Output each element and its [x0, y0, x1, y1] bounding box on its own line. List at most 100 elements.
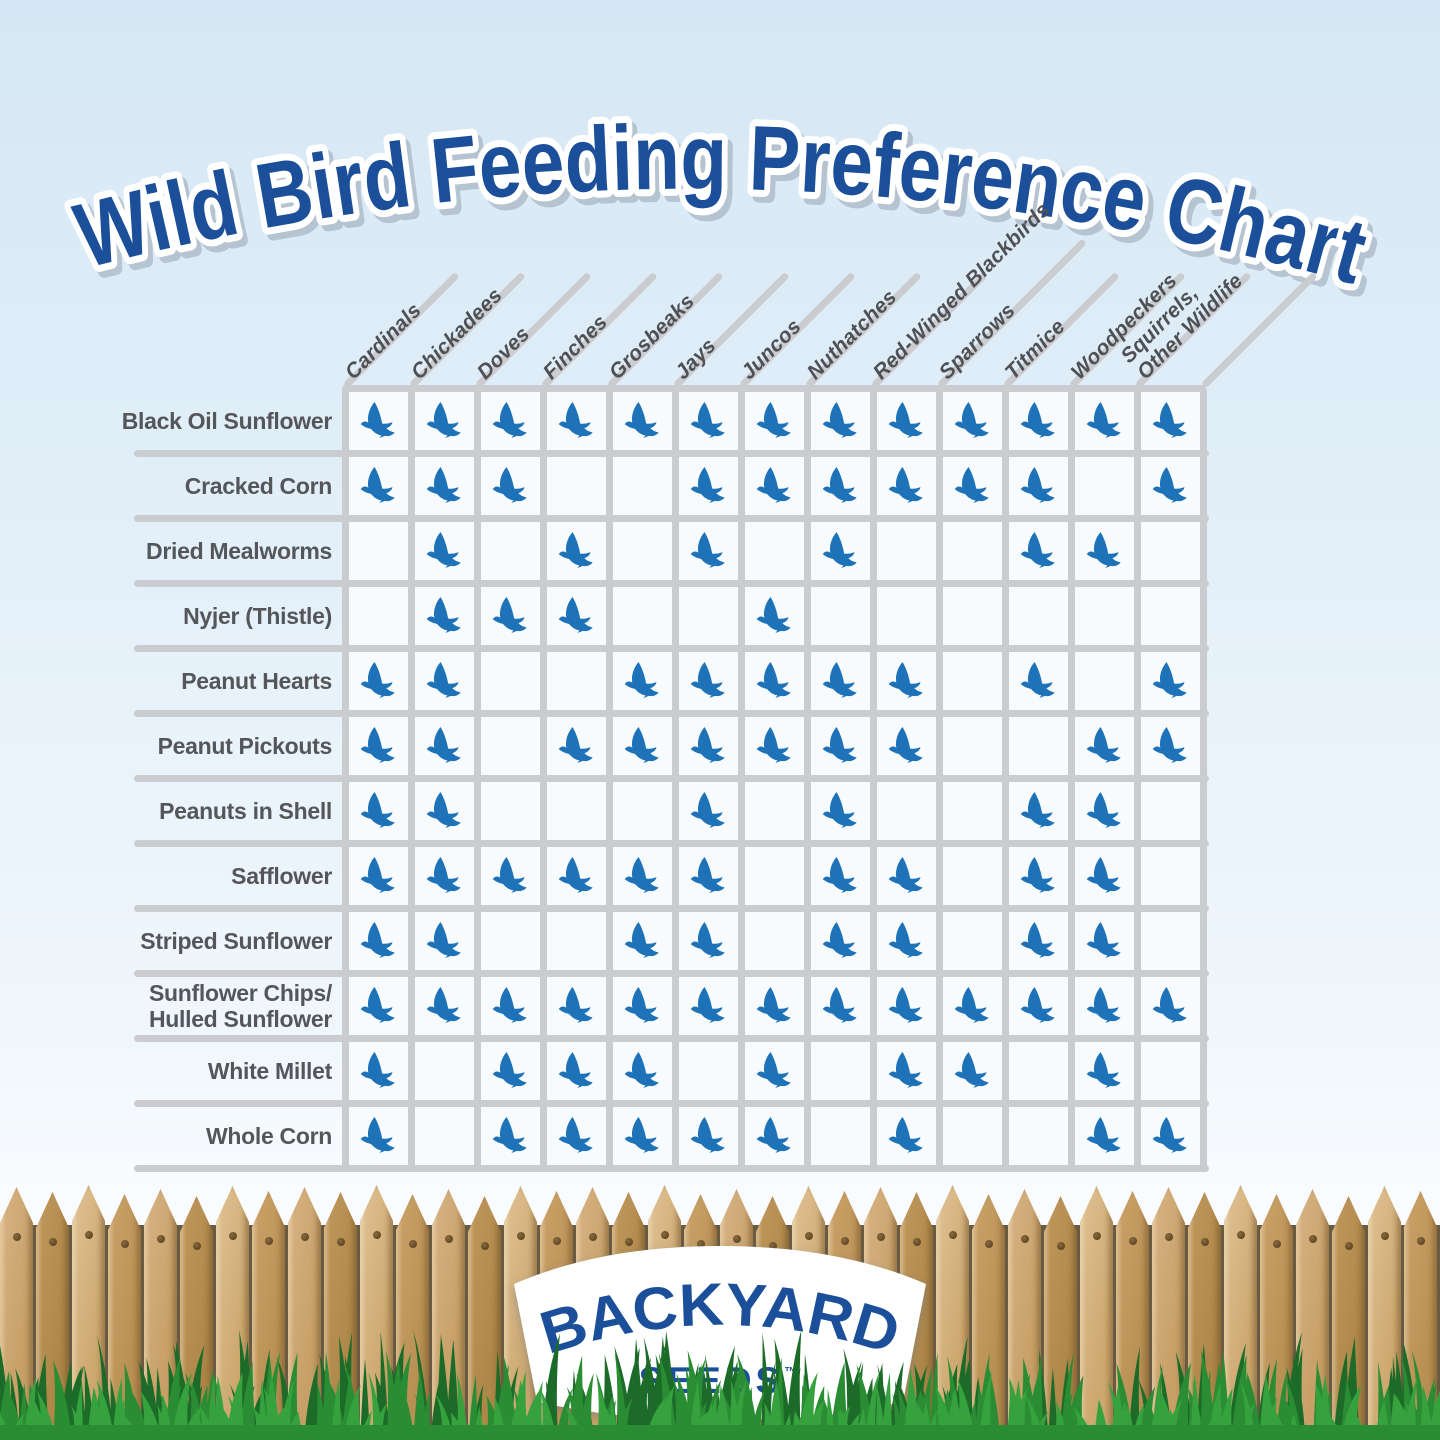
grid-cell-bird — [492, 1117, 528, 1153]
bird-icon — [360, 987, 395, 1023]
grid-cell-bird — [822, 987, 858, 1023]
grass-layer — [0, 1369, 1440, 1440]
bird-icon — [558, 1117, 593, 1153]
grid-cell-bird — [1086, 987, 1122, 1023]
bird-icon — [1020, 662, 1055, 698]
grid-cell-bird — [822, 402, 858, 438]
bird-icon — [822, 922, 857, 958]
grid-cell-bird — [360, 857, 396, 893]
grid-cell-bird — [1020, 987, 1056, 1023]
row-label: Peanut Hearts — [181, 667, 332, 694]
grid-cell-bird — [822, 857, 858, 893]
grid-cell-bird — [888, 1117, 924, 1153]
grid-cell-bird — [624, 662, 660, 698]
bird-icon — [756, 987, 791, 1023]
row-label: Cracked Corn — [184, 472, 333, 499]
nail-dot — [588, 1233, 597, 1241]
grid-cell-bird — [690, 532, 726, 568]
column-separator-line — [539, 388, 547, 1168]
grid-cell-bird — [954, 1052, 990, 1088]
backyard-seeds-logo: BACKYARD SEEDS™ — [514, 1246, 926, 1420]
grid-cell-bird — [888, 467, 924, 503]
grid-cell-bird — [558, 1052, 594, 1088]
row-label: Black Oil Sunflower — [121, 407, 333, 434]
grid-cell-bird — [426, 532, 462, 568]
bird-icon — [492, 597, 527, 633]
bird-icon — [756, 402, 791, 438]
grid-cell-bird — [360, 792, 396, 828]
nail-dot — [696, 1240, 705, 1248]
grid-cell-bird — [360, 1052, 396, 1088]
bird-icon — [822, 402, 857, 438]
bird-icon — [1020, 532, 1055, 568]
bird-icon — [624, 922, 659, 958]
bird-icon — [1086, 532, 1121, 568]
bird-icon — [822, 662, 857, 698]
column-separator-line — [407, 388, 415, 1168]
nail-dot — [516, 1232, 525, 1240]
bird-icon — [888, 1052, 923, 1088]
grid-cell-bird — [426, 857, 462, 893]
grid-cell-bird — [1152, 662, 1188, 698]
grid-cell-bird — [690, 1117, 726, 1153]
grid-cell-bird — [426, 402, 462, 438]
grid-cell-bird — [426, 597, 462, 633]
row-label: Peanuts in Shell — [159, 797, 332, 824]
nail-dot — [1092, 1232, 1101, 1240]
grid-cell-bird — [1152, 1117, 1188, 1153]
bird-icon — [558, 1052, 593, 1088]
grid-cell-bird — [690, 792, 726, 828]
bird-icon — [558, 727, 593, 763]
grid-cell-bird — [426, 792, 462, 828]
grid-cell-bird — [558, 532, 594, 568]
bird-icon — [1152, 467, 1187, 503]
row-label: Striped Sunflower — [140, 927, 332, 954]
grid-cell-bird — [1086, 1117, 1122, 1153]
column-separator-line — [935, 388, 943, 1168]
grid-cell-bird — [624, 402, 660, 438]
grid-cell-bird — [690, 857, 726, 893]
bird-icon — [624, 1117, 659, 1153]
bird-icon — [1152, 987, 1187, 1023]
column-header: Titmice — [1000, 315, 1070, 384]
bird-icon — [360, 792, 395, 828]
nail-dot — [372, 1231, 381, 1239]
bird-icon — [1086, 1052, 1121, 1088]
column-separator-line — [605, 388, 613, 1168]
column-separator-line — [1133, 388, 1141, 1168]
grid-cell-bird — [690, 922, 726, 958]
nail-dot — [1236, 1231, 1245, 1239]
bird-icon — [954, 1052, 989, 1088]
bird-icon — [888, 402, 923, 438]
bird-icon — [558, 857, 593, 893]
grid-cell-bird — [756, 987, 792, 1023]
fence-picket — [1044, 1196, 1077, 1440]
bird-icon — [1152, 662, 1187, 698]
grid-cell-bird — [624, 857, 660, 893]
nail-dot — [408, 1240, 417, 1248]
grid-cell-bird — [1086, 402, 1122, 438]
nail-dot — [300, 1233, 309, 1241]
grid-cell-bird — [756, 1117, 792, 1153]
grid-cell-bird — [492, 597, 528, 633]
grid-cell-bird — [426, 922, 462, 958]
grid-cell-bird — [1152, 727, 1188, 763]
grid-cell-bird — [1086, 1052, 1122, 1088]
nail-dot — [120, 1240, 129, 1248]
grid-cell-bird — [558, 727, 594, 763]
grass-base — [0, 1425, 1440, 1440]
bird-icon — [1020, 467, 1055, 503]
nail-dot — [840, 1237, 849, 1245]
column-separator-line — [869, 388, 877, 1168]
row-separator-line — [342, 384, 1206, 392]
bird-icon — [822, 987, 857, 1023]
bird-icon — [1086, 402, 1121, 438]
grid-cell-bird — [624, 1117, 660, 1153]
bird-icon — [426, 792, 461, 828]
nail-dot — [1308, 1235, 1317, 1243]
bird-icon — [822, 727, 857, 763]
grid-cell-bird — [624, 987, 660, 1023]
fence-picket — [1080, 1186, 1113, 1440]
grid-cell-bird — [360, 467, 396, 503]
